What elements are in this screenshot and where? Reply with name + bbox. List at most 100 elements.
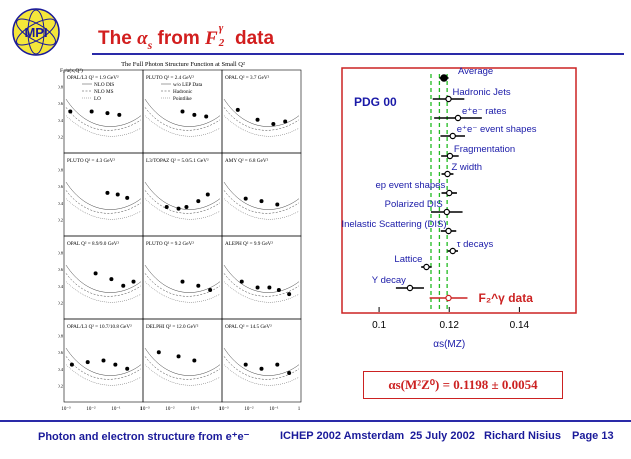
panel-6-curve-0 xyxy=(65,264,142,293)
point-label-12: F₂^γ data xyxy=(479,291,534,305)
x-tick-0-3: 1 xyxy=(140,407,143,412)
panel-label-11: OPAL Q² = 14.5 GeV² xyxy=(225,324,272,330)
point-label-9: τ decays xyxy=(457,239,494,250)
panel-10: DELPHI Q² = 12.0 GeV² xyxy=(142,318,223,403)
panel-10-point-0 xyxy=(156,350,161,355)
result-text: αs(M²Z⁰) = 0.1198 ± 0.0054 xyxy=(388,377,538,392)
panel-11-curve-2 xyxy=(223,364,300,386)
data-point-4 xyxy=(446,152,454,160)
legend-label: PDG 00 xyxy=(354,95,397,109)
legend-left-2: LO xyxy=(94,96,101,102)
panel-8: ALEPH Q² = 9.9 GeV² xyxy=(221,235,302,320)
figure-ylabel: F₂/α(x,Q²) xyxy=(60,67,83,74)
panel-label-10: DELPHI Q² = 12.0 GeV² xyxy=(146,324,199,330)
point-label-6: ep event shapes xyxy=(375,180,445,191)
panel-6-curve-1 xyxy=(65,273,142,297)
panel-7-curve-2 xyxy=(144,281,221,303)
panel-6-curve-2 xyxy=(65,281,142,303)
panel-8-curve-2 xyxy=(223,281,300,303)
panel-2-point-2 xyxy=(271,121,276,126)
panel-label-8: ALEPH Q² = 9.9 GeV² xyxy=(225,241,273,247)
panel-6-point-2 xyxy=(121,283,126,288)
panel-label-3: PLUTO Q² = 4.3 GeV² xyxy=(67,158,115,164)
panel-1-point-0 xyxy=(180,109,185,114)
panel-5-point-1 xyxy=(259,199,264,204)
panel-10-curve-1 xyxy=(144,356,221,380)
panel-2-curve-1 xyxy=(223,107,300,131)
panel-9-curve-0 xyxy=(65,347,142,376)
x-tick-1-0: 10⁻³ xyxy=(140,406,150,412)
y-tick-1-3: 0.8 xyxy=(58,168,64,173)
panel-5-point-0 xyxy=(243,196,248,201)
point-label-3: e⁺e⁻ event shapes xyxy=(457,124,537,135)
footer-talk-title: Photon and electron structure from e⁺e⁻ xyxy=(38,431,250,443)
x-tick-0-2: 10⁻¹ xyxy=(111,406,121,412)
panel-10-curve-2 xyxy=(144,364,221,386)
panel-4-curve-0 xyxy=(144,181,221,210)
panel-7-point-0 xyxy=(180,279,185,284)
y-tick-3-1: 0.4 xyxy=(58,367,64,372)
panel-9-curve-2 xyxy=(65,364,142,386)
panel-3: PLUTO Q² = 4.3 GeV² xyxy=(63,152,144,237)
panel-6-point-1 xyxy=(109,277,114,282)
data-point-0 xyxy=(440,74,448,82)
panel-2-point-3 xyxy=(283,119,288,124)
panel-3-curve-2 xyxy=(65,198,142,220)
panel-2-curve-2 xyxy=(223,115,300,137)
x-tick-2-3: 1 xyxy=(298,407,301,412)
panel-frame-11 xyxy=(221,318,302,403)
panel-6: OPAL Q² = 8.9/9.0 GeV² xyxy=(63,235,144,320)
panel-9-point-2 xyxy=(101,358,106,363)
title-alpha-sub: s xyxy=(147,37,153,52)
point-label-0: Average xyxy=(458,66,493,77)
y-tick-2-0: 0.2 xyxy=(58,300,63,305)
chart-frame xyxy=(341,67,577,314)
y-tick-0-1: 0.4 xyxy=(58,118,64,123)
panel-10-point-2 xyxy=(192,358,197,363)
panel-11-point-1 xyxy=(259,366,264,371)
panel-2-point-1 xyxy=(255,117,260,122)
panel-label-7: PLUTO Q² = 9.2 GeV² xyxy=(146,241,194,247)
panel-0-point-1 xyxy=(89,109,94,114)
panel-11-point-0 xyxy=(243,362,248,367)
panel-7-point-1 xyxy=(196,283,201,288)
x-tick-2-2: 10⁻¹ xyxy=(269,406,279,412)
panel-9: OPAL/L3 Q² = 10.7/10.8 GeV² xyxy=(63,318,144,403)
data-point-1 xyxy=(445,95,452,103)
panel-0-curve-2 xyxy=(65,115,142,137)
legend-mid-1: Hadronic xyxy=(173,89,193,95)
y-tick-3-3: 0.8 xyxy=(58,334,64,339)
data-point-8 xyxy=(445,227,452,235)
point-label-2: e⁺e⁻ rates xyxy=(462,106,507,117)
legend-mid-2: Pointlike xyxy=(173,96,192,102)
legend-left-0: NLO DIS xyxy=(94,82,114,88)
data-point-6 xyxy=(446,189,453,197)
data-point-3 xyxy=(449,132,456,140)
y-tick-2-1: 0.4 xyxy=(58,284,64,289)
panel-4: L3/TOPAZ Q² = 5.0/5.1 GeV² xyxy=(142,152,223,237)
panel-0-point-0 xyxy=(68,109,73,114)
data-point-11 xyxy=(406,284,414,292)
point-label-10: Lattice xyxy=(394,254,422,265)
panel-11-point-3 xyxy=(287,370,292,375)
panel-1-curve-2 xyxy=(144,115,221,137)
y-tick-0-2: 0.6 xyxy=(58,101,64,106)
panel-11: OPAL Q² = 14.5 GeV² xyxy=(221,318,302,403)
title-F-sub: 2 xyxy=(218,37,225,49)
panel-0-curve-1 xyxy=(65,107,142,131)
title-rule xyxy=(92,53,624,55)
y-tick-0-0: 0.2 xyxy=(58,134,63,139)
footer-author: Richard Nisius xyxy=(484,430,562,442)
panel-6-point-3 xyxy=(131,279,136,284)
footer-page: Page 13 xyxy=(572,430,614,442)
data-point-12 xyxy=(445,294,452,302)
panel-label-9: OPAL/L3 Q² = 10.7/10.8 GeV² xyxy=(67,324,132,330)
x-axis-label: αs(MZ) xyxy=(433,339,465,350)
y-tick-1-2: 0.6 xyxy=(58,184,64,189)
panel-4-point-1 xyxy=(176,206,181,211)
data-point-7 xyxy=(443,208,450,216)
panel-11-point-2 xyxy=(275,362,280,367)
footer-date: 25 July 2002 xyxy=(410,430,475,442)
panel-3-point-2 xyxy=(125,195,130,200)
panel-3-curve-0 xyxy=(65,181,142,210)
